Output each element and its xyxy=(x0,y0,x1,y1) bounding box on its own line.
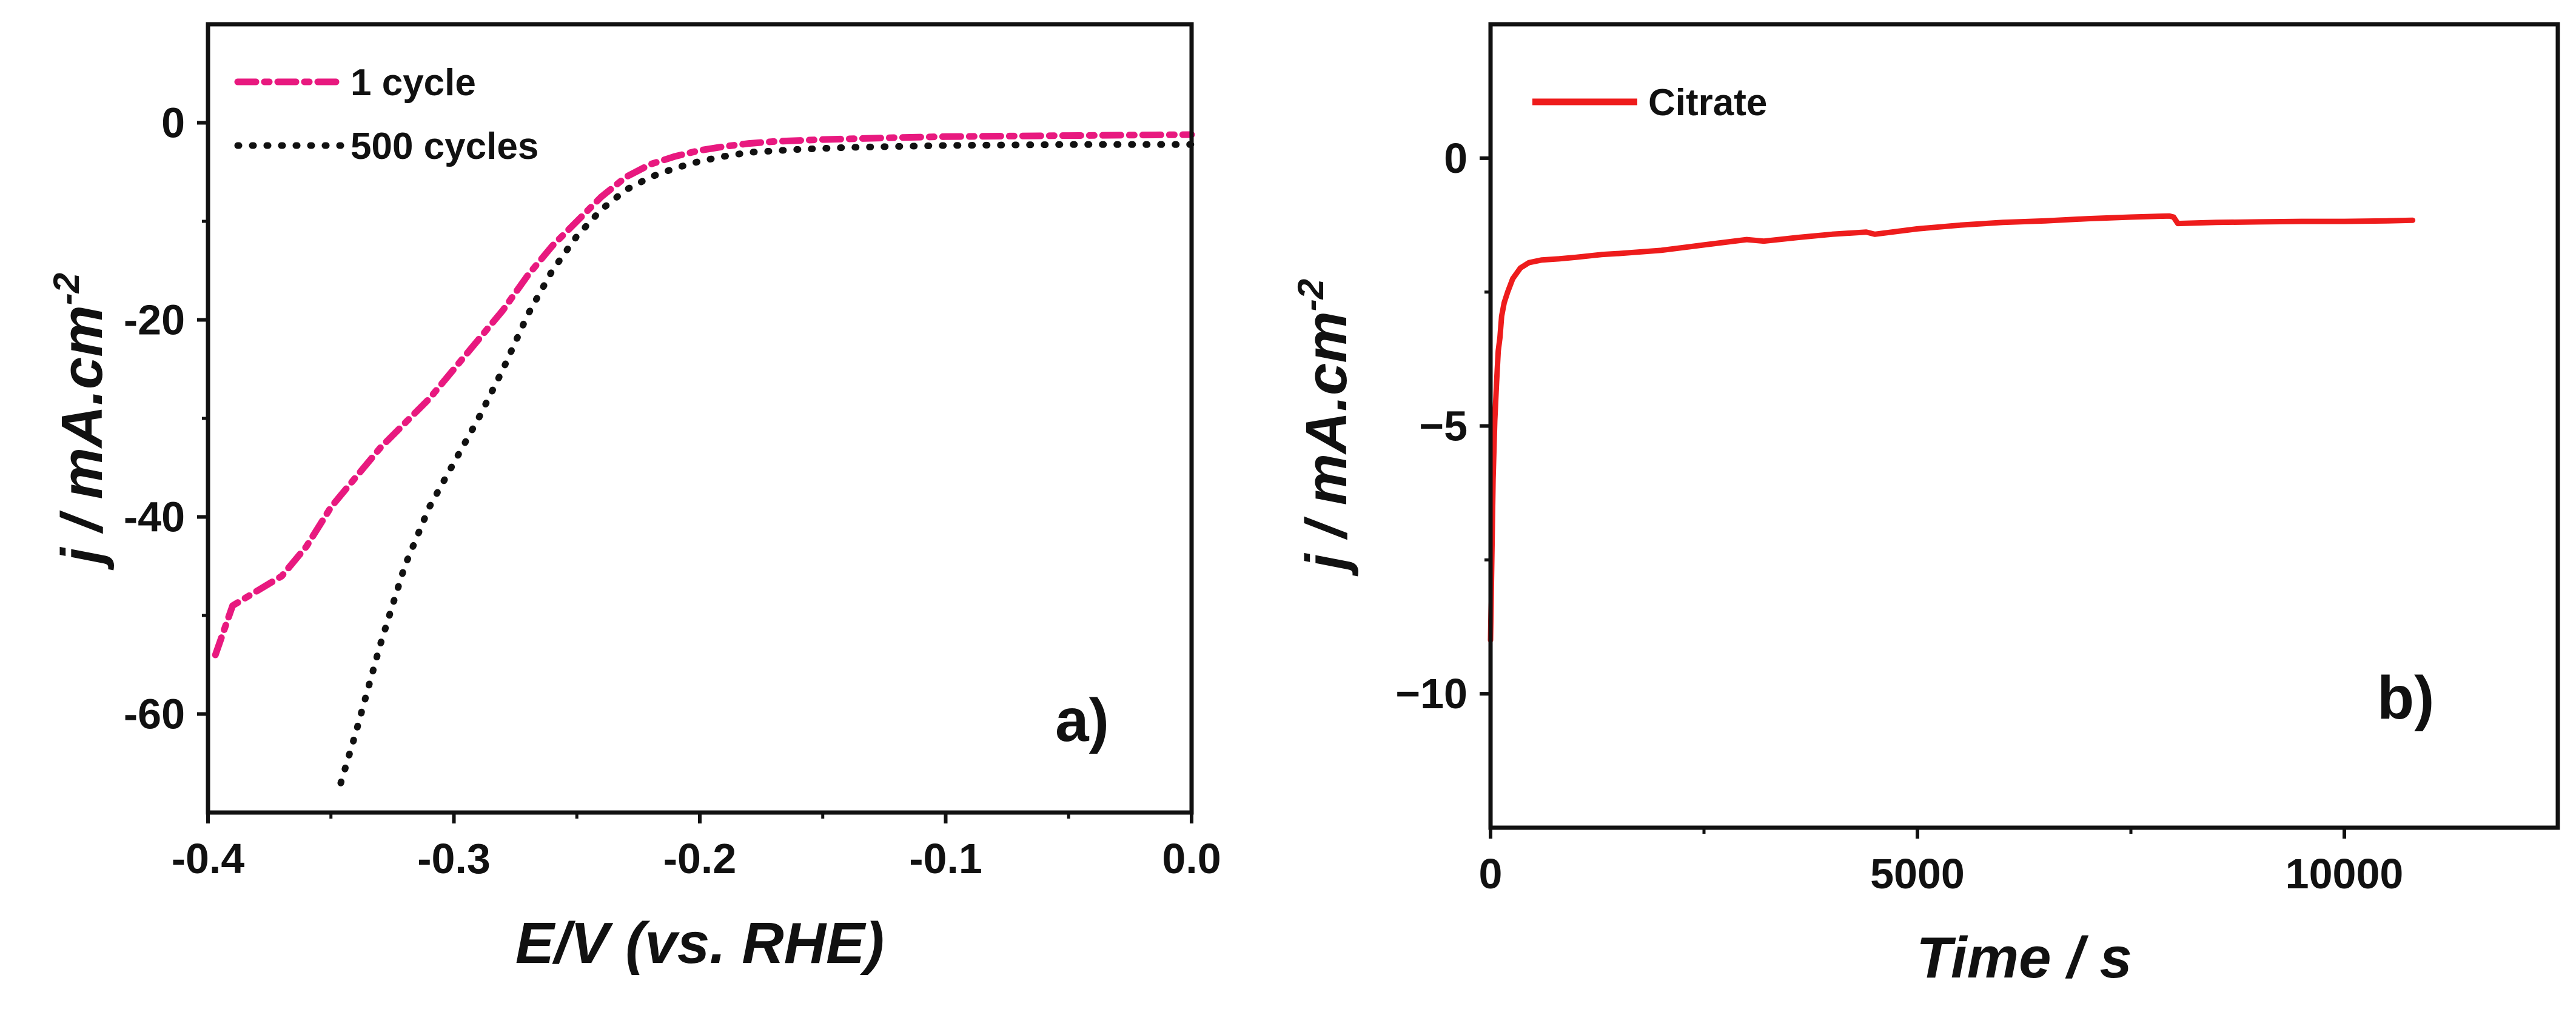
panel-a-label: a) xyxy=(1055,686,1109,754)
panel-b-label: b) xyxy=(2377,664,2434,732)
panel-a-x-axis-label: E/V (vs. RHE) xyxy=(515,911,884,976)
legend-label-500-cycles: 500 cycles xyxy=(351,126,538,167)
panel-a-chart: -0.4 -0.3 -0.2 -0.1 0.0 0 -20 -40 -60 E/V (vs. … xyxy=(46,22,1221,976)
panel-b-y-axis-label-main: j / mA.cm xyxy=(1294,311,1359,577)
y-tick-label: 0 xyxy=(1444,135,1467,182)
panel-b-x-axis-label: Time / s xyxy=(1916,925,2132,990)
panel-a-legend: 1 cycle 500 cycles xyxy=(234,62,538,167)
panel-b-y-ticks: 0 −5 −10 xyxy=(1395,135,1491,717)
panel-b-chart: 0 5000 10000 0 −5 −10 Time / s j / mA.cm-2 C… xyxy=(1290,22,2560,990)
panel-a-y-axis-label-sup: -2 xyxy=(46,273,87,305)
panel-b-x-ticks: 0 5000 10000 xyxy=(1479,828,2404,897)
y-tick-label: -60 xyxy=(124,691,185,738)
x-tick-label: -0.4 xyxy=(172,835,245,882)
x-tick-label: 5000 xyxy=(1870,850,1965,897)
y-tick-label: 0 xyxy=(161,99,185,147)
panel-b-y-axis-label-sup: -2 xyxy=(1290,279,1331,311)
legend-label-1-cycle: 1 cycle xyxy=(351,62,476,104)
series-line-citrate xyxy=(1488,213,2416,643)
panel-a-y-axis-label: j / mA.cm-2 xyxy=(46,273,115,571)
panel-a-y-ticks: 0 -20 -40 -60 xyxy=(124,99,208,738)
y-tick-label: -20 xyxy=(124,297,185,344)
panel-b-legend: Citrate xyxy=(1532,82,1767,124)
x-tick-label: -0.3 xyxy=(417,835,491,882)
panel-a-x-ticks: -0.4 -0.3 -0.2 -0.1 0.0 xyxy=(172,813,1221,882)
legend-label-citrate: Citrate xyxy=(1648,82,1767,124)
series-line-1-cycle xyxy=(212,131,1195,659)
x-tick-label: -0.1 xyxy=(909,835,982,882)
x-tick-label: 0.0 xyxy=(1162,835,1221,882)
y-tick-label: −5 xyxy=(1419,403,1467,450)
y-tick-label: −10 xyxy=(1395,670,1467,717)
panel-b-y-axis-label: j / mA.cm-2 xyxy=(1290,279,1359,577)
panel-a-y-axis-label-main: j / mA.cm xyxy=(50,305,115,571)
panel-b-series xyxy=(1488,213,2416,643)
x-tick-label: -0.2 xyxy=(663,835,737,882)
y-tick-label: -40 xyxy=(124,494,185,541)
panel-a-series xyxy=(212,131,1195,786)
series-line-500-cycles xyxy=(337,141,1195,786)
x-tick-label: 0 xyxy=(1479,850,1503,897)
x-tick-label: 10000 xyxy=(2286,850,2404,897)
